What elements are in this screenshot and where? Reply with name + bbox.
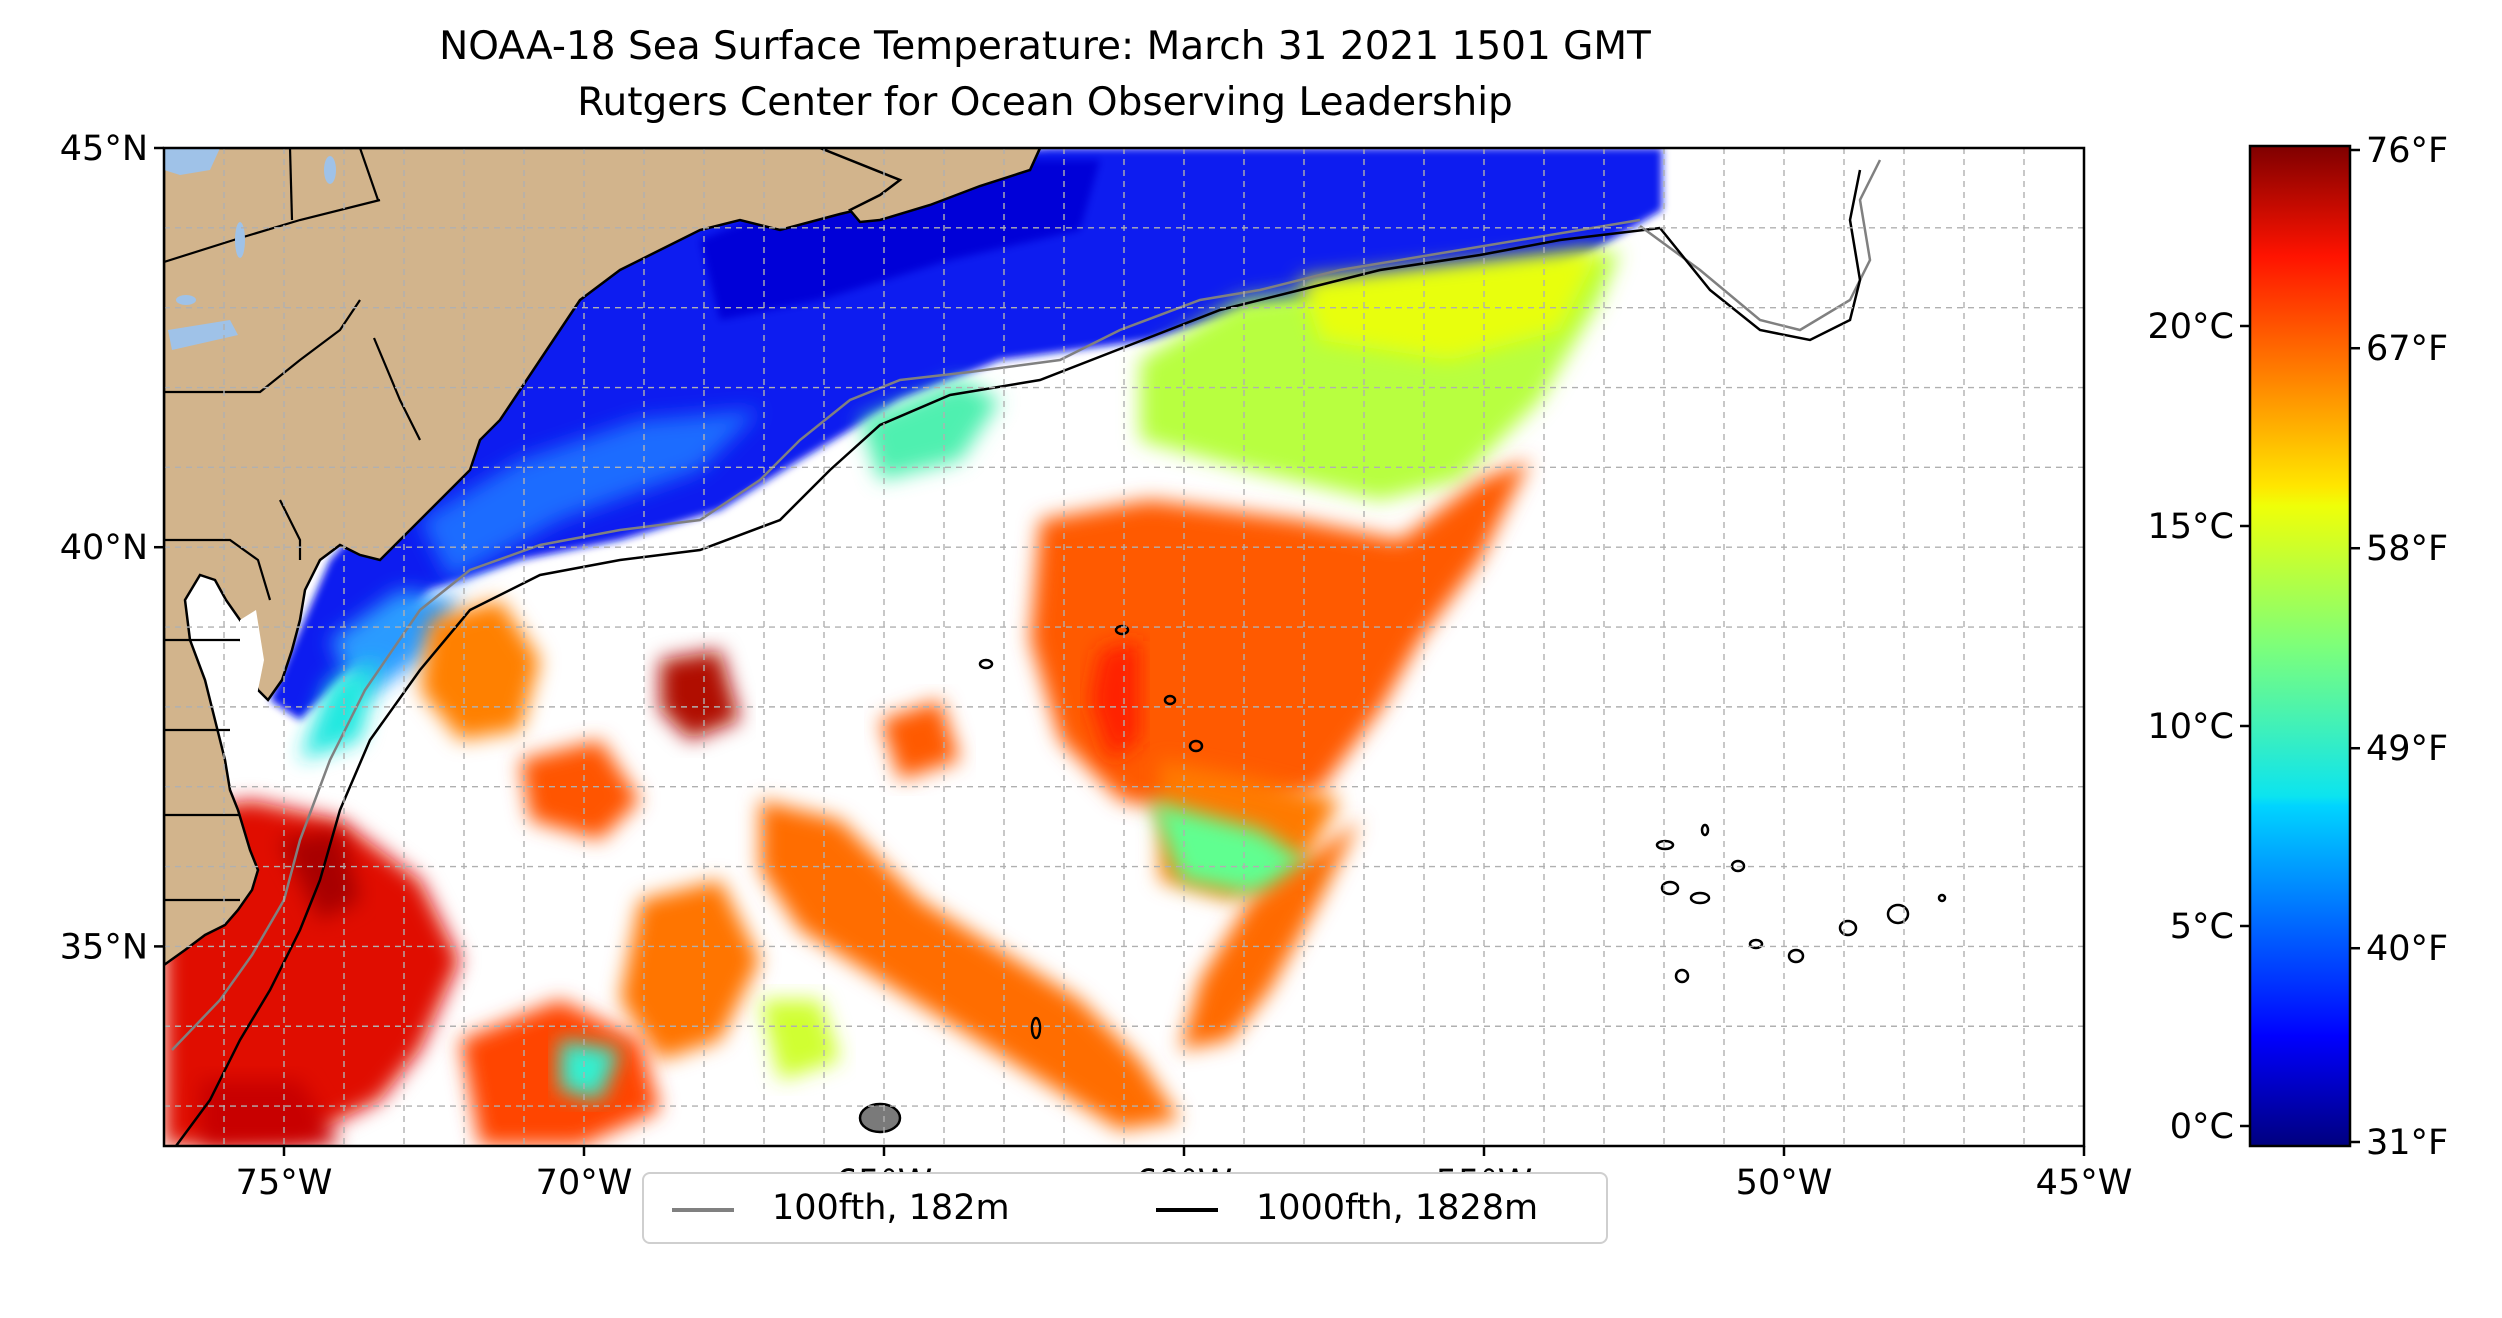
lakes: [164, 148, 336, 350]
fahrenheit-tick-label: 40°F: [2366, 929, 2448, 969]
legend-label-1000fth: 1000fth, 1828m: [1256, 1188, 1539, 1228]
lon-tick-label: 45°W: [2036, 1163, 2133, 1203]
celsius-tick-label: 0°C: [2170, 1107, 2234, 1147]
celsius-tick-label: 20°C: [2148, 307, 2234, 347]
north-america-land: [164, 148, 1042, 967]
fahrenheit-tick-label: 67°F: [2366, 329, 2448, 369]
islands: [858, 624, 1947, 1134]
fahrenheit-tick-label: 58°F: [2366, 529, 2448, 569]
legend-swatch-1000fth: [1156, 1208, 1218, 1212]
celsius-tick-label: 5°C: [2170, 907, 2234, 947]
land-layer: [164, 148, 1042, 967]
colorbar-ticks: 0°C 5°C 10°C 15°C 20°C 31°F 40°F 49°F 58°F 67°F 76…: [2148, 131, 2449, 1163]
fahrenheit-tick-label: 76°F: [2366, 131, 2448, 171]
lon-tick-label: 50°W: [1736, 1163, 1833, 1203]
celsius-tick-label: 10°C: [2148, 707, 2234, 747]
colorbar-frame: [2248, 144, 2352, 1148]
chesapeake-bay: [240, 610, 264, 700]
fahrenheit-tick-label: 49°F: [2366, 729, 2448, 769]
contour-1000fth: [174, 226, 1661, 1146]
legend-label-100fth: 100fth, 182m: [772, 1188, 1010, 1228]
colorbar: 0°C 5°C 10°C 15°C 20°C 31°F 40°F 49°F 58°F 67°F 76…: [2148, 131, 2449, 1163]
lon-tick-label: 70°W: [536, 1163, 633, 1203]
fahrenheit-tick-label: 31°F: [2366, 1123, 2448, 1163]
lat-tick-label: 40°N: [60, 528, 148, 568]
map-subtitle: Rutgers Center for Ocean Observing Leade…: [577, 80, 1513, 125]
lat-tick-label: 35°N: [60, 927, 148, 967]
legend-swatch-100fth: [672, 1208, 734, 1212]
map-title: NOAA-18 Sea Surface Temperature: March 3…: [439, 24, 1651, 69]
nova-scotia-land: [819, 148, 1042, 224]
map-frame: [162, 146, 2086, 1148]
depth-contours: [171, 159, 1882, 1146]
lat-tick-label: 45°N: [60, 129, 148, 169]
contour-legend: 100fth, 182m 1000fth, 1828m: [642, 1172, 1608, 1244]
celsius-tick-label: 15°C: [2148, 507, 2234, 547]
gridlines: [164, 148, 2084, 1146]
colorbar-gradient: [2250, 146, 2350, 1146]
lon-tick-label: 75°W: [236, 1163, 333, 1203]
contour-100fth: [171, 218, 1641, 1051]
